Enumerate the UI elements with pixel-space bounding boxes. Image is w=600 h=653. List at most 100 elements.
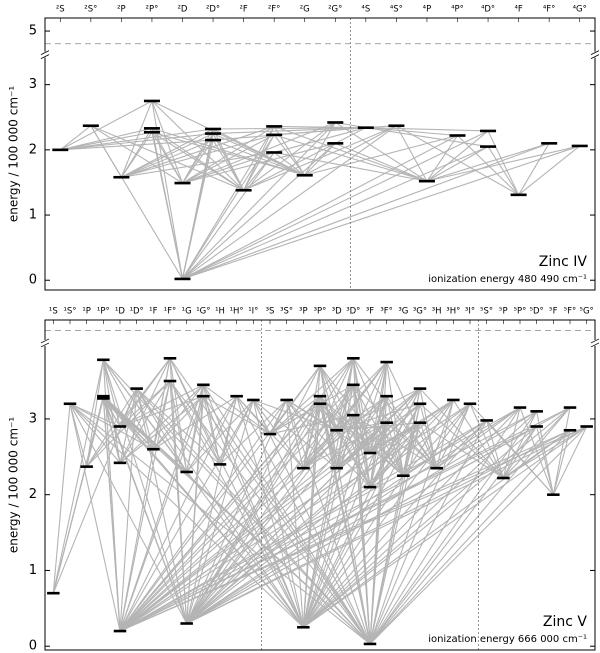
transition [369,426,538,645]
column-label: ²D [178,5,188,15]
energy-level [263,432,277,436]
column-label: ²F [239,5,247,15]
transition [119,380,171,632]
axis-break [40,54,50,59]
transition [352,358,404,476]
transition [336,361,388,469]
transition [182,130,489,280]
transition [457,135,519,196]
transition [419,388,504,479]
energy-level [327,121,344,124]
transition [502,411,538,479]
transition [136,388,304,628]
energy-level [497,476,510,480]
transition [119,388,138,463]
energy-level [163,379,177,383]
transition [212,133,245,191]
column-label: ¹G° [196,307,210,317]
column-label: ²F° [268,5,281,15]
transition [518,145,581,196]
transition [269,399,288,435]
transition [182,135,458,280]
column-label: ³G [398,307,408,317]
column-label: ⁵D° [530,307,544,317]
axis-break [590,50,600,55]
transition [419,403,438,469]
transition [102,398,121,463]
transition [186,361,388,624]
transition [436,403,471,469]
transition [369,422,421,645]
transition [269,384,354,435]
column-label: ³H [432,307,442,317]
transition [120,100,153,178]
energy-level [480,419,493,422]
transition [59,125,92,151]
energy-level [327,142,344,145]
transition [352,357,438,469]
energy-level [380,360,393,364]
energy-level [347,383,360,387]
transition [236,396,304,628]
transition [152,358,171,450]
energy-level [363,451,377,455]
energy-level [280,398,293,402]
transition [302,395,388,469]
transition [186,396,204,624]
column-label: ²S° [84,5,97,15]
transition [219,399,288,465]
transition [386,396,404,476]
transitions [52,357,588,645]
energy-level [147,447,160,451]
transition [182,152,275,280]
transition [319,365,338,431]
transition [212,139,245,191]
column-label: ¹G [182,307,192,317]
transition [369,403,421,645]
transition [352,358,371,454]
energy-level [413,402,427,406]
transition [426,142,550,182]
energy-level [413,421,427,425]
transition [136,388,154,450]
transition [182,126,275,280]
transition [119,395,238,632]
energy-level [480,145,497,148]
energy-level [563,428,577,432]
transition [386,422,438,469]
transition [169,358,188,473]
transition [182,142,550,280]
energy-level [357,126,374,129]
transition [419,422,438,469]
transition [369,403,471,645]
energy-level [296,173,313,177]
energy-level [530,425,543,428]
transition [169,380,304,628]
column-label: ¹F [149,307,157,317]
transition [395,125,428,182]
transition [269,365,321,435]
transition [386,362,404,476]
transition [213,127,366,130]
transition [486,420,554,496]
energy-level [380,394,393,398]
axis-break-gap [41,51,49,58]
transition [402,403,471,477]
column-label: ¹H° [230,307,244,317]
energy-level [330,466,343,470]
transition [169,380,188,624]
energy-level [63,402,77,406]
column-label: ⁴P° [451,5,464,15]
transition [219,399,254,465]
transition [402,422,421,476]
transition [303,426,587,628]
panel-title: Zinc V [543,614,588,630]
transition [369,361,388,454]
transition [319,403,371,488]
transition [302,358,354,628]
axis-break [40,338,50,344]
transition [119,380,171,464]
axis-break-gap [591,51,599,58]
y-axis-label: energy / 100 000 cm⁻¹ [7,417,21,554]
transition [336,358,354,431]
